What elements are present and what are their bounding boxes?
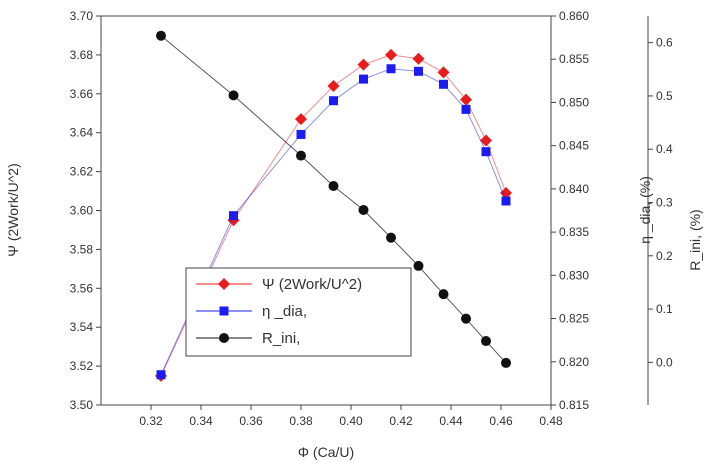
left-tick-label: 3.60 <box>70 204 94 218</box>
right1-tick-label: 0.855 <box>559 52 589 66</box>
legend-marker <box>219 306 229 316</box>
legend-entry: R_ini, <box>196 330 300 347</box>
data-point <box>358 204 369 215</box>
legend-label: R_ini, <box>262 330 300 347</box>
legend-entry: η _dia, <box>196 303 307 320</box>
data-point <box>386 232 396 243</box>
left-tick-label: 3.62 <box>70 165 94 179</box>
data-point <box>359 74 368 84</box>
data-point <box>413 260 424 271</box>
x-tick-label: 0.38 <box>289 414 313 428</box>
data-point <box>296 150 306 161</box>
data-point <box>156 30 166 41</box>
right2-tick-label: 0.4 <box>656 142 673 156</box>
left-tick-label: 3.50 <box>70 398 94 412</box>
legend-marker <box>218 278 230 290</box>
x-tick-label: 0.44 <box>439 414 463 428</box>
left-y-axis: 3.50 3.52 3.54 3.56 3.58 3.60 3.62 3.64 3.66 3.68… <box>70 9 101 412</box>
data-point <box>385 48 397 61</box>
data-point <box>329 96 338 106</box>
data-point <box>295 113 307 126</box>
right1-tick-label: 0.825 <box>559 312 589 326</box>
data-point <box>480 134 492 147</box>
x-tick-label: 0.46 <box>489 414 513 428</box>
right1-tick-label: 0.845 <box>559 139 589 153</box>
legend-entry: Ψ (2Work/U^2) <box>196 276 362 293</box>
x-tick-label: 0.48 <box>539 414 563 428</box>
right1-tick-label: 0.820 <box>559 355 589 369</box>
x-tick-label: 0.32 <box>139 414 163 428</box>
right1-tick-label: 0.815 <box>559 398 589 412</box>
right1-tick-label: 0.850 <box>559 95 589 109</box>
data-point <box>414 66 423 76</box>
data-point <box>501 196 511 206</box>
data-point <box>296 129 306 139</box>
left-tick-label: 3.64 <box>70 126 94 140</box>
left-tick-label: 3.70 <box>70 9 94 23</box>
legend-label: Ψ (2Work/U^2) <box>262 276 362 293</box>
right1-tick-label: 0.830 <box>559 268 589 282</box>
x-tick-label: 0.36 <box>239 414 263 428</box>
right2-tick-label: 0.2 <box>656 249 673 263</box>
data-point <box>439 79 448 89</box>
left-tick-label: 3.54 <box>70 320 94 334</box>
data-point <box>229 211 238 221</box>
data-point <box>460 93 472 106</box>
right-y-axis-r-ini: 0.0 0.1 0.2 0.3 0.4 0.5 0.6 <box>647 16 673 405</box>
x-axis-title: Φ (Ca/U) <box>298 444 354 460</box>
left-y-axis-title: Ψ (2Work/U^2) <box>5 163 21 256</box>
series-0 <box>155 48 512 382</box>
x-axis: 0.32 0.34 0.36 0.38 0.40 0.42 0.44 0.46 0.48 <box>139 405 563 428</box>
data-point <box>500 186 512 199</box>
data-point <box>386 64 396 74</box>
data-point <box>328 180 339 191</box>
x-tick-label: 0.42 <box>389 414 413 428</box>
data-point <box>481 336 491 347</box>
legend: Ψ (2Work/U^2) η _dia, R_ini, <box>185 267 412 357</box>
data-point <box>156 370 166 380</box>
series-1 <box>156 64 511 380</box>
right-y-axis-efficiency-title: η _dia, (%) <box>637 176 653 244</box>
data-point <box>357 58 370 71</box>
x-tick-label: 0.40 <box>339 414 363 428</box>
x-tick-label: 0.34 <box>189 414 213 428</box>
right-y-axis-r-ini-title: R_ini, (%) <box>687 209 703 270</box>
data-point <box>481 147 491 157</box>
right2-tick-label: 0.6 <box>656 36 673 50</box>
series-2 <box>156 30 511 368</box>
data-point <box>501 357 511 368</box>
left-tick-label: 3.66 <box>70 87 94 101</box>
legend-marker <box>219 333 229 343</box>
data-point <box>228 90 239 101</box>
right2-tick-label: 0.3 <box>656 196 673 210</box>
right2-tick-label: 0.5 <box>656 89 673 103</box>
data-point <box>327 80 340 93</box>
left-tick-label: 3.58 <box>70 242 94 256</box>
left-tick-label: 3.52 <box>70 359 94 373</box>
left-tick-label: 3.68 <box>70 48 94 62</box>
data-point <box>412 52 425 65</box>
data-point <box>461 104 471 114</box>
legend-label: η _dia, <box>262 303 307 320</box>
series-layer <box>155 30 512 382</box>
right2-tick-label: 0.1 <box>656 302 673 316</box>
data-point <box>437 66 450 79</box>
right2-tick-label: 0.0 <box>656 355 673 369</box>
left-tick-label: 3.56 <box>70 281 94 295</box>
right-y-axis-efficiency: 0.815 0.820 0.825 0.830 0.835 0.840 0.845 0.850… <box>551 9 589 412</box>
right1-tick-label: 0.840 <box>559 182 589 196</box>
data-point <box>461 313 471 324</box>
data-point <box>438 289 449 300</box>
right1-tick-label: 0.835 <box>559 225 589 239</box>
right1-tick-label: 0.860 <box>559 9 589 23</box>
